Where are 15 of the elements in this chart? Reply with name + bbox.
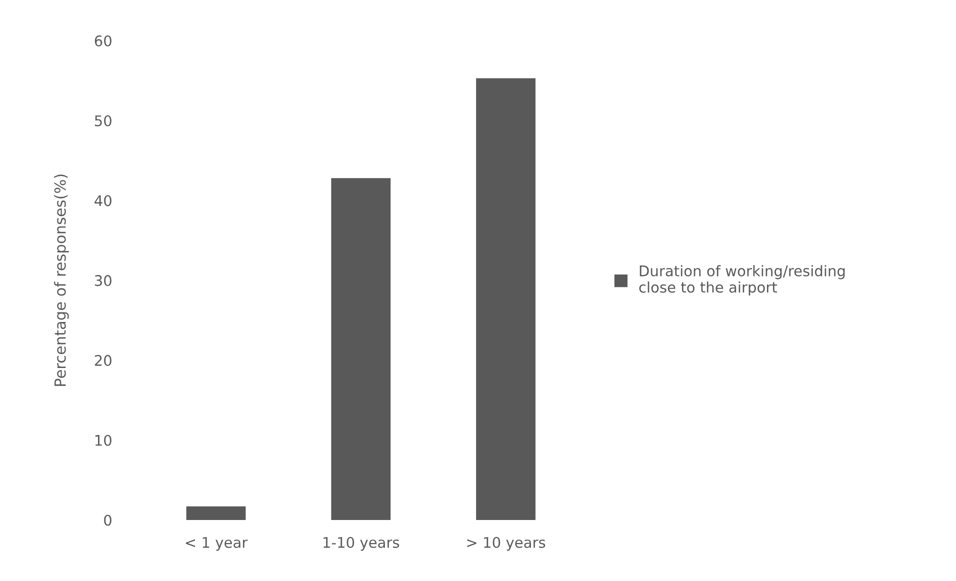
y-tick-label: 30 xyxy=(94,275,112,286)
y-tick-label: 60 xyxy=(94,35,112,46)
bar xyxy=(476,78,536,520)
x-tick-label: 1-10 years xyxy=(324,536,400,551)
y-tick-label: 50 xyxy=(94,115,112,126)
x-tick-label: < 1 year xyxy=(186,537,248,551)
legend-label: Duration of working/residing close to the airport xyxy=(639,265,845,296)
bar xyxy=(186,506,246,520)
y-axis-title: Percentage of responses(%) xyxy=(54,174,69,386)
x-tick-label: > 10 years xyxy=(467,536,546,551)
y-tick-label: 0 xyxy=(104,514,112,526)
bar xyxy=(331,178,391,520)
y-tick-label: 40 xyxy=(94,195,112,206)
y-tick-label: 20 xyxy=(94,354,112,366)
y-tick-label: 10 xyxy=(95,434,112,446)
